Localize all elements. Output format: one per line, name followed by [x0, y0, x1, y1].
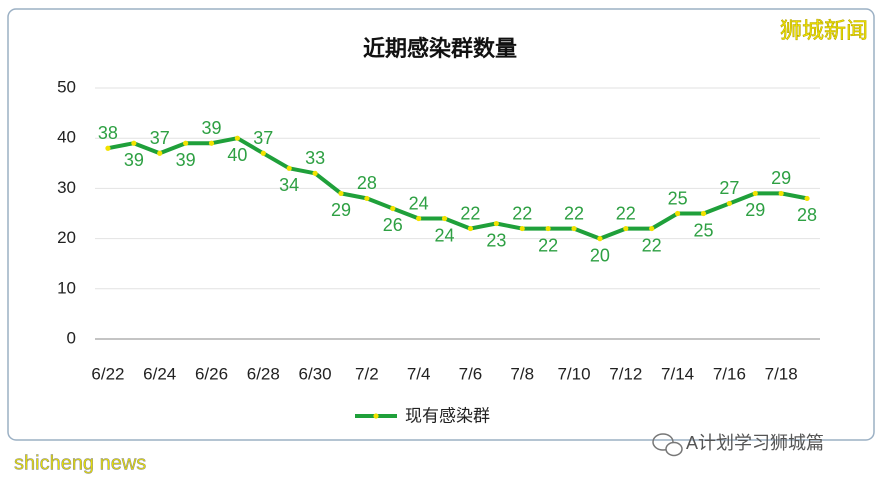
marker	[312, 170, 318, 176]
x-tick-label: 7/14	[661, 364, 694, 383]
marker	[804, 195, 810, 202]
x-tick-label: 7/8	[510, 364, 534, 383]
marker	[778, 190, 784, 197]
marker	[157, 150, 163, 156]
chart-title: 近期感染群数量	[363, 36, 517, 61]
marker	[597, 236, 603, 242]
data-label: 27	[719, 178, 739, 198]
data-label: 38	[98, 123, 118, 143]
marker	[519, 225, 525, 232]
data-label: 22	[538, 235, 558, 255]
data-label: 22	[616, 203, 636, 223]
data-label: 22	[564, 203, 584, 223]
x-tick-label: 6/30	[299, 364, 332, 383]
x-tick-label: 6/26	[195, 364, 228, 383]
data-label: 26	[383, 215, 403, 235]
wechat-icon	[652, 433, 683, 457]
data-label: 28	[797, 205, 817, 225]
footer-source: shicheng news	[14, 452, 146, 474]
watermark: 狮城新闻	[780, 18, 868, 43]
data-label: 33	[305, 148, 325, 168]
marker	[467, 225, 474, 232]
marker	[183, 140, 189, 146]
x-tick-label: 7/18	[765, 364, 798, 383]
data-label: 29	[771, 168, 791, 188]
x-tick-label: 6/22	[91, 364, 124, 383]
marker	[286, 165, 292, 171]
x-tick-label: 7/10	[557, 364, 590, 383]
data-label: 29	[745, 200, 765, 220]
x-tick-label: 7/16	[713, 364, 746, 383]
y-tick-label: 20	[57, 228, 76, 247]
marker	[623, 225, 629, 232]
marker	[131, 140, 137, 146]
chart-frame	[7, 8, 875, 441]
data-label: 39	[176, 150, 196, 170]
series-line	[107, 136, 808, 241]
x-tick-label: 7/4	[407, 364, 431, 383]
data-label: 24	[409, 193, 429, 213]
marker	[752, 190, 758, 197]
marker	[674, 210, 681, 217]
marker	[105, 145, 111, 151]
data-label: 29	[331, 200, 351, 220]
marker	[260, 150, 266, 156]
legend-label: 现有感染群	[405, 406, 490, 425]
data-label: 22	[512, 203, 532, 223]
x-tick-label: 7/6	[459, 364, 483, 383]
footer-channel: A计划学习狮城篇	[686, 433, 824, 453]
data-label: 39	[124, 150, 144, 170]
marker	[545, 225, 551, 232]
marker	[649, 225, 655, 232]
marker	[571, 225, 577, 232]
marker	[441, 215, 448, 222]
data-label: 24	[435, 225, 455, 245]
marker	[700, 210, 707, 217]
marker	[493, 220, 499, 227]
marker	[208, 140, 215, 146]
marker	[234, 135, 241, 141]
x-tick-label: 6/24	[143, 364, 176, 383]
marker	[390, 205, 396, 212]
data-label: 37	[253, 128, 273, 148]
marker	[416, 215, 422, 222]
marker	[726, 200, 732, 207]
x-tick-label: 7/2	[355, 364, 379, 383]
y-tick-label: 0	[67, 328, 76, 347]
x-tick-label: 6/28	[247, 364, 280, 383]
y-tick-label: 50	[57, 77, 76, 96]
data-label: 40	[227, 145, 247, 165]
y-tick-label: 10	[57, 278, 76, 297]
data-label: 34	[279, 175, 299, 195]
data-label: 25	[668, 188, 688, 208]
data-label: 23	[486, 230, 506, 250]
legend-marker	[373, 413, 379, 419]
marker	[364, 195, 370, 202]
marker	[338, 190, 344, 197]
data-label: 39	[202, 118, 222, 138]
data-label: 28	[357, 173, 377, 193]
data-label: 37	[150, 128, 170, 148]
data-label: 20	[590, 245, 610, 265]
data-label: 22	[460, 203, 480, 223]
data-label: 22	[642, 235, 662, 255]
x-tick-label: 7/12	[609, 364, 642, 383]
y-tick-label: 30	[57, 178, 76, 197]
data-label: 25	[693, 220, 713, 240]
y-tick-label: 40	[57, 128, 76, 147]
